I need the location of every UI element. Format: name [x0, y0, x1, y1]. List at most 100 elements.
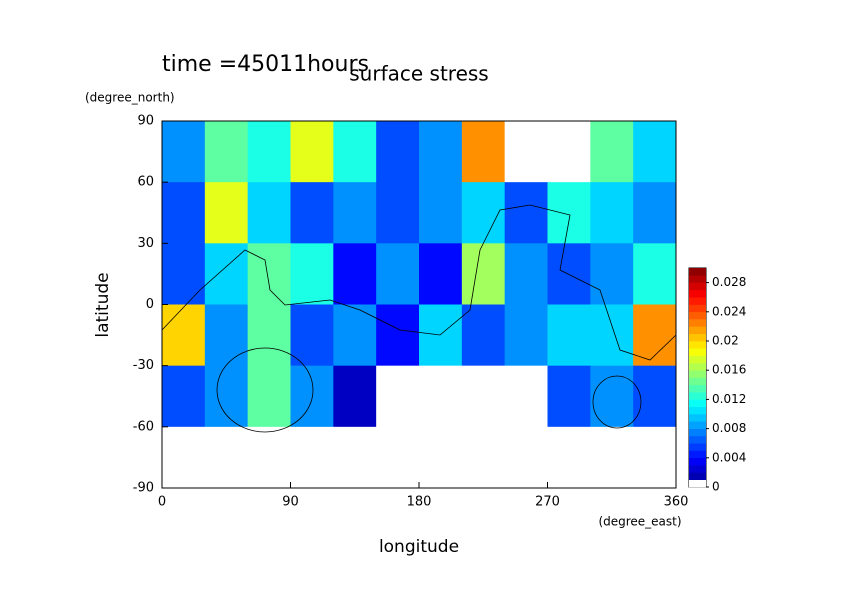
colorbar-swatch: [689, 311, 706, 320]
colorbar-swatch: [689, 384, 706, 393]
field-cell: [162, 365, 206, 428]
colorbar-swatch: [689, 465, 706, 473]
field-cell: [419, 426, 463, 489]
field-cell: [204, 304, 249, 367]
field-cell: [504, 426, 548, 489]
field-cell: [162, 426, 206, 489]
y-axis-label: latitude: [93, 272, 113, 337]
colorbar-tick-label: 0.016: [712, 363, 746, 377]
colorbar-swatch: [689, 362, 706, 371]
field-cell: [204, 121, 249, 183]
colorbar-swatch: [689, 268, 706, 276]
field-cell: [461, 304, 506, 367]
x-tick-label: 90: [282, 495, 299, 510]
field-cell: [204, 365, 249, 428]
colorbar-swatch: [689, 289, 706, 298]
field-cell: [333, 182, 377, 244]
field-cell: [333, 243, 377, 305]
x-tick-label: 360: [664, 495, 689, 510]
outlines: [161, 204, 677, 433]
field-cell: [590, 243, 634, 305]
field-cell: [247, 304, 291, 367]
field-cell: [461, 426, 506, 489]
colorbar-swatch: [689, 435, 706, 444]
x-unit: (degree_east): [598, 515, 681, 529]
field-cell: [419, 365, 463, 428]
field-cell: [162, 243, 206, 305]
field-cell: [290, 426, 334, 489]
field-cell: [333, 426, 377, 489]
colorbar-tick-label: 0.004: [712, 450, 746, 464]
x-axis-label: longitude: [379, 537, 459, 557]
field-cell: [290, 304, 334, 367]
field-cell: [504, 304, 548, 367]
field-cell: [204, 182, 249, 244]
field-cell: [376, 304, 420, 367]
field-cell: [590, 182, 634, 244]
coast-outline: [161, 204, 677, 361]
field-cell: [461, 243, 506, 305]
field-cell: [633, 182, 677, 244]
chart-title: surface stress: [349, 62, 488, 86]
colorbar-swatch: [689, 392, 706, 400]
colorbar-swatch: [689, 341, 706, 349]
field-cell: [590, 365, 634, 428]
field-cell: [247, 121, 291, 183]
colorbar-swatch: [689, 414, 706, 422]
field-cell: [633, 121, 677, 183]
y-tick-label: 60: [137, 175, 154, 190]
field-cell: [162, 121, 206, 183]
field-cell: [633, 365, 677, 428]
field-cell: [504, 365, 548, 428]
field-cell: [461, 182, 506, 244]
colorbar-tick-label: 0: [712, 480, 720, 494]
field-cell: [419, 182, 463, 244]
field-cell: [333, 121, 377, 183]
field-cell: [247, 365, 291, 428]
x-tick-label: 180: [407, 495, 432, 510]
field-cell: [547, 426, 591, 489]
colorbar-tick-label: 0.008: [712, 421, 746, 435]
colorbar-swatch: [689, 377, 706, 386]
field-cell: [376, 182, 420, 244]
y-tick-label: -30: [133, 358, 154, 373]
field-cell: [247, 243, 291, 305]
field-cell: [633, 426, 677, 489]
colorbar-swatch: [689, 304, 706, 313]
colorbar-swatch: [689, 348, 706, 356]
colorbar-tick-label: 0.028: [712, 275, 746, 289]
colorbar-swatch: [689, 406, 706, 415]
field-cell: [376, 426, 420, 489]
field-cell: [590, 426, 634, 489]
y-tick-label: 0: [146, 297, 154, 312]
field-cell: [247, 182, 291, 244]
colorbar-tick-label: 0.024: [712, 304, 746, 318]
field-cell: [204, 426, 249, 489]
field-cell: [504, 182, 548, 244]
field-cell: [590, 121, 634, 183]
y-tick-label: 90: [137, 114, 154, 129]
colorbar-tick-label: 0.02: [712, 334, 739, 348]
field-cell: [376, 365, 420, 428]
field-cell: [633, 243, 677, 305]
field-cell: [162, 182, 206, 244]
colorbar-swatch: [689, 399, 706, 407]
field-cell: [419, 304, 463, 367]
colorbar-swatch: [689, 319, 706, 327]
field-cell: [333, 365, 377, 428]
coast-outline: [592, 375, 642, 429]
field-cell: [461, 121, 506, 183]
field-cell: [419, 121, 463, 183]
field-cell: [504, 243, 548, 305]
colorbar-swatch: [689, 333, 706, 342]
x-tick-label: 0: [158, 495, 166, 510]
colorbar-swatch: [689, 457, 706, 466]
colorbar-tick-label: 0.012: [712, 392, 746, 406]
y-tick-label: 30: [137, 236, 154, 251]
colorbar-swatch: [689, 472, 706, 480]
colorbar-swatch: [689, 282, 706, 291]
y-tick-label: -90: [133, 481, 154, 496]
field-cell: [547, 365, 591, 428]
x-tick-label: 270: [535, 495, 560, 510]
colorbar-swatch: [689, 479, 706, 488]
